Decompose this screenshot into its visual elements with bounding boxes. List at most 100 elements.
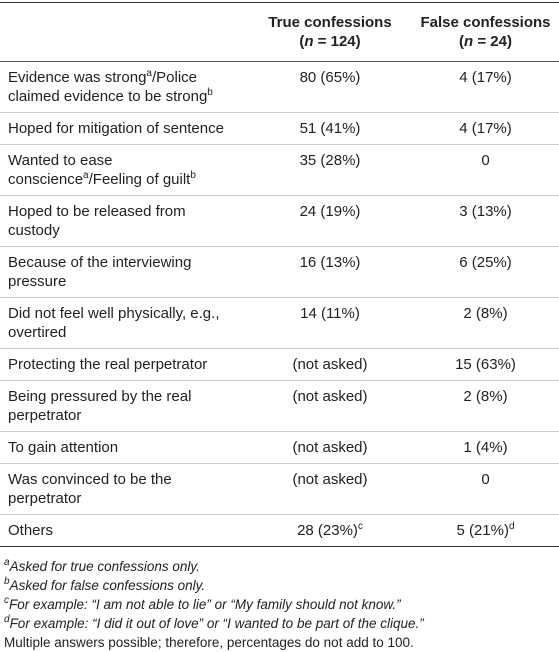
- header-empty-cell: [0, 3, 248, 62]
- table-row: Wanted to ease consciencea/Feeling of gu…: [0, 144, 559, 196]
- label-text: Hoped for mitigation of sentence: [8, 120, 224, 137]
- value-cell: 4 (17%): [412, 61, 559, 113]
- superscript: b: [207, 87, 213, 98]
- row-label: Being pressured by the real perpetrator: [0, 380, 248, 432]
- table-row: Was convinced to be the perpetrator (not …: [0, 463, 559, 515]
- row-label: Because of the interviewing pressure: [0, 246, 248, 298]
- footnote-text: For example: “I am not able to lie” or “…: [9, 597, 401, 612]
- footnote: Multiple answers possible; therefore, pe…: [4, 633, 555, 652]
- value-cell: 2 (8%): [412, 297, 559, 349]
- superscript: c: [357, 521, 363, 532]
- footnote: dFor example: “I did it out of love” or …: [4, 614, 555, 633]
- table-row: To gain attention (not asked) 1 (4%): [0, 431, 559, 464]
- row-label: To gain attention: [0, 431, 248, 464]
- cell-value: 51 (41%): [299, 120, 361, 137]
- cell-value: 0: [481, 152, 490, 169]
- value-cell: 28 (23%)c: [248, 514, 412, 547]
- row-label: Protecting the real perpetrator: [0, 348, 248, 381]
- label-text: Was convinced to be the perpetrator: [8, 471, 172, 507]
- header-text: = 124): [313, 33, 361, 50]
- cell-value: 35 (28%): [299, 152, 361, 169]
- value-cell: 6 (25%): [412, 246, 559, 298]
- value-cell: 80 (65%): [248, 61, 412, 113]
- cell-value: 16 (13%): [299, 254, 361, 271]
- label-text: Because of the interviewing pressure: [8, 254, 192, 290]
- footnote-mark: c: [4, 595, 9, 606]
- footnote-text: Asked for false confessions only.: [9, 578, 206, 593]
- label-text: Evidence was strong: [8, 69, 147, 86]
- footnote: aAsked for true confessions only.: [4, 557, 555, 576]
- header-text: n: [464, 33, 474, 50]
- cell-value: (not asked): [292, 439, 368, 456]
- label-text: Wanted to ease conscience: [8, 152, 113, 188]
- header-text: True confessions: [268, 14, 392, 31]
- footnotes: aAsked for true confessions only. bAsked …: [0, 547, 559, 652]
- value-cell: 5 (21%)d: [412, 514, 559, 547]
- row-label: Hoped to be released from custody: [0, 195, 248, 247]
- header-row: True confessions (n = 124) False confessio…: [0, 2, 559, 62]
- footnote-text: Multiple answers possible; therefore, pe…: [4, 635, 414, 650]
- value-cell: 0: [412, 463, 559, 515]
- cell-value: 6 (25%): [459, 254, 512, 271]
- cell-value: 4 (17%): [459, 120, 512, 137]
- row-label: Evidence was stronga/Police claimed evid…: [0, 61, 248, 113]
- cell-value: 24 (19%): [299, 203, 361, 220]
- table-row: Protecting the real perpetrator (not aske…: [0, 348, 559, 381]
- label-text: Being pressured by the real perpetrator: [8, 388, 192, 424]
- cell-value: 3 (13%): [459, 203, 512, 220]
- cell-value: (not asked): [292, 388, 368, 405]
- cell-value: (not asked): [292, 471, 368, 488]
- value-cell: (not asked): [248, 431, 412, 464]
- value-cell: 24 (19%): [248, 195, 412, 247]
- label-text: /Police claimed evidence to be strong: [8, 69, 208, 105]
- row-label: Others: [0, 514, 248, 547]
- table-row: Being pressured by the real perpetrator (…: [0, 380, 559, 432]
- footnote-text: For example: “I did it out of love” or “…: [9, 616, 424, 631]
- cell-value: 28 (23%): [297, 522, 358, 539]
- column-header: True confessions (n = 124): [248, 3, 412, 62]
- value-cell: 2 (8%): [412, 380, 559, 432]
- footnote: cFor example: “I am not able to lie” or …: [4, 595, 555, 614]
- value-cell: 1 (4%): [412, 431, 559, 464]
- footnote-text: Asked for true confessions only.: [9, 559, 200, 574]
- header-text: False confessions: [420, 14, 551, 31]
- label-text: Protecting the real perpetrator: [8, 356, 208, 373]
- label-text: Hoped to be released from custody: [8, 203, 186, 239]
- superscript: a: [146, 68, 152, 79]
- footnote-mark: a: [4, 557, 10, 568]
- row-label: Did not feel well physically, e.g., over…: [0, 297, 248, 349]
- table-row: Because of the interviewing pressure 16 (…: [0, 246, 559, 298]
- footnote: bAsked for false confessions only.: [4, 576, 555, 595]
- row-label: Was convinced to be the perpetrator: [0, 463, 248, 515]
- value-cell: 4 (17%): [412, 112, 559, 145]
- value-cell: (not asked): [248, 380, 412, 432]
- value-cell: 0: [412, 144, 559, 196]
- cell-value: 0: [481, 471, 490, 488]
- column-header: False confessions (n = 24): [412, 3, 559, 62]
- value-cell: 16 (13%): [248, 246, 412, 298]
- cell-value: 5 (21%): [456, 522, 509, 539]
- cell-value: 2 (8%): [463, 388, 508, 405]
- value-cell: 3 (13%): [412, 195, 559, 247]
- value-cell: (not asked): [248, 463, 412, 515]
- cell-value: 15 (63%): [455, 356, 516, 373]
- label-text: To gain attention: [8, 439, 119, 456]
- row-label: Wanted to ease consciencea/Feeling of gu…: [0, 144, 248, 196]
- cell-value: (not asked): [292, 356, 368, 373]
- cell-value: 2 (8%): [463, 305, 508, 322]
- value-cell: 15 (63%): [412, 348, 559, 381]
- header-text: n: [304, 33, 314, 50]
- cell-value: 1 (4%): [463, 439, 508, 456]
- table-header: True confessions (n = 124) False confessio…: [0, 2, 559, 62]
- value-cell: (not asked): [248, 348, 412, 381]
- superscript: a: [83, 170, 89, 181]
- header-text: (: [299, 33, 305, 50]
- table-row: Did not feel well physically, e.g., over…: [0, 297, 559, 349]
- table-row: Others 28 (23%)c 5 (21%)d: [0, 514, 559, 547]
- footnote-mark: d: [4, 614, 10, 625]
- label-text: Others: [8, 522, 54, 539]
- table-row: Hoped to be released from custody 24 (19%…: [0, 195, 559, 247]
- value-cell: 14 (11%): [248, 297, 412, 349]
- header-text: = 24): [473, 33, 512, 50]
